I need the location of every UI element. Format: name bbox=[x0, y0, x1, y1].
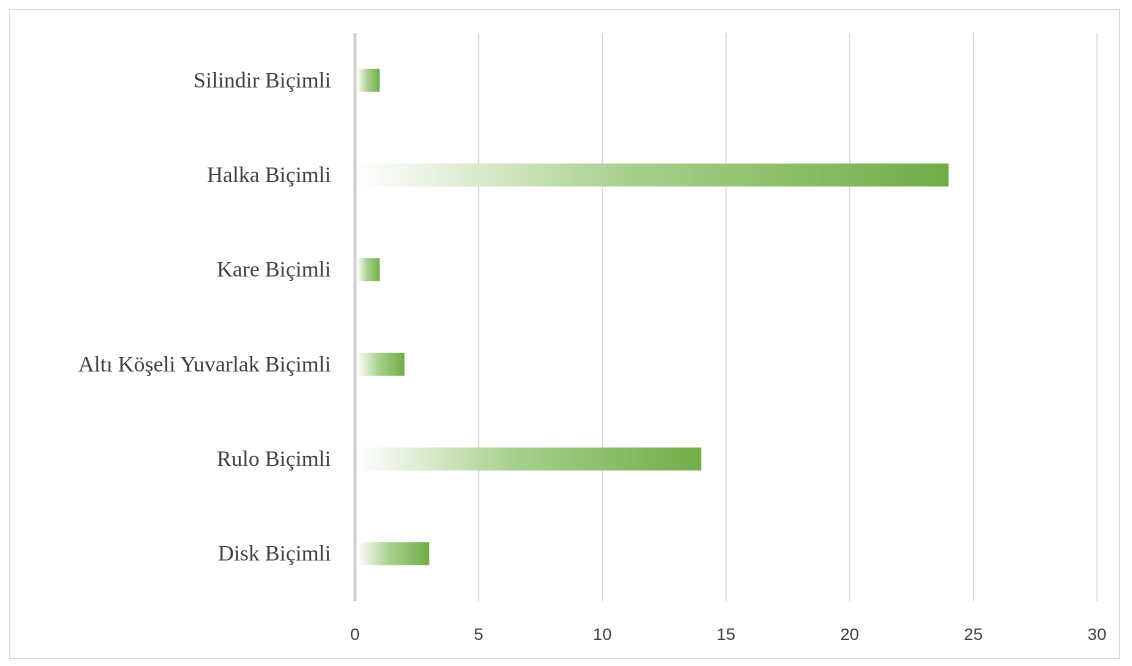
bar bbox=[357, 352, 405, 376]
bar bbox=[357, 163, 949, 187]
x-tick-label: 0 bbox=[350, 625, 359, 644]
x-tick-label: 30 bbox=[1088, 625, 1107, 644]
bar bbox=[357, 258, 380, 282]
category-label: Rulo Biçimli bbox=[217, 446, 331, 471]
category-label: Altı Köşeli Yuvarlak Biçimli bbox=[78, 351, 331, 376]
category-label: Halka Biçimli bbox=[207, 162, 331, 187]
x-tick-label: 15 bbox=[717, 625, 736, 644]
bar bbox=[357, 542, 430, 566]
bar bbox=[357, 447, 702, 471]
x-tick-label: 10 bbox=[593, 625, 612, 644]
category-label: Kare Biçimli bbox=[217, 257, 331, 282]
tick-labels: 0 5 10 15 20 25 30 bbox=[350, 625, 1106, 644]
x-tick-label: 25 bbox=[964, 625, 983, 644]
bar bbox=[357, 68, 380, 92]
category-label: Disk Biçimli bbox=[218, 541, 331, 566]
x-tick-label: 5 bbox=[474, 625, 483, 644]
category-label: Silindir Biçimli bbox=[193, 67, 331, 92]
gridlines bbox=[353, 33, 1098, 601]
category-labels: Silindir Biçimli Halka Biçimli Kare Biçiml… bbox=[78, 67, 331, 565]
chart-frame bbox=[9, 9, 1120, 659]
x-tick-label: 20 bbox=[840, 625, 859, 644]
bars bbox=[357, 68, 949, 566]
